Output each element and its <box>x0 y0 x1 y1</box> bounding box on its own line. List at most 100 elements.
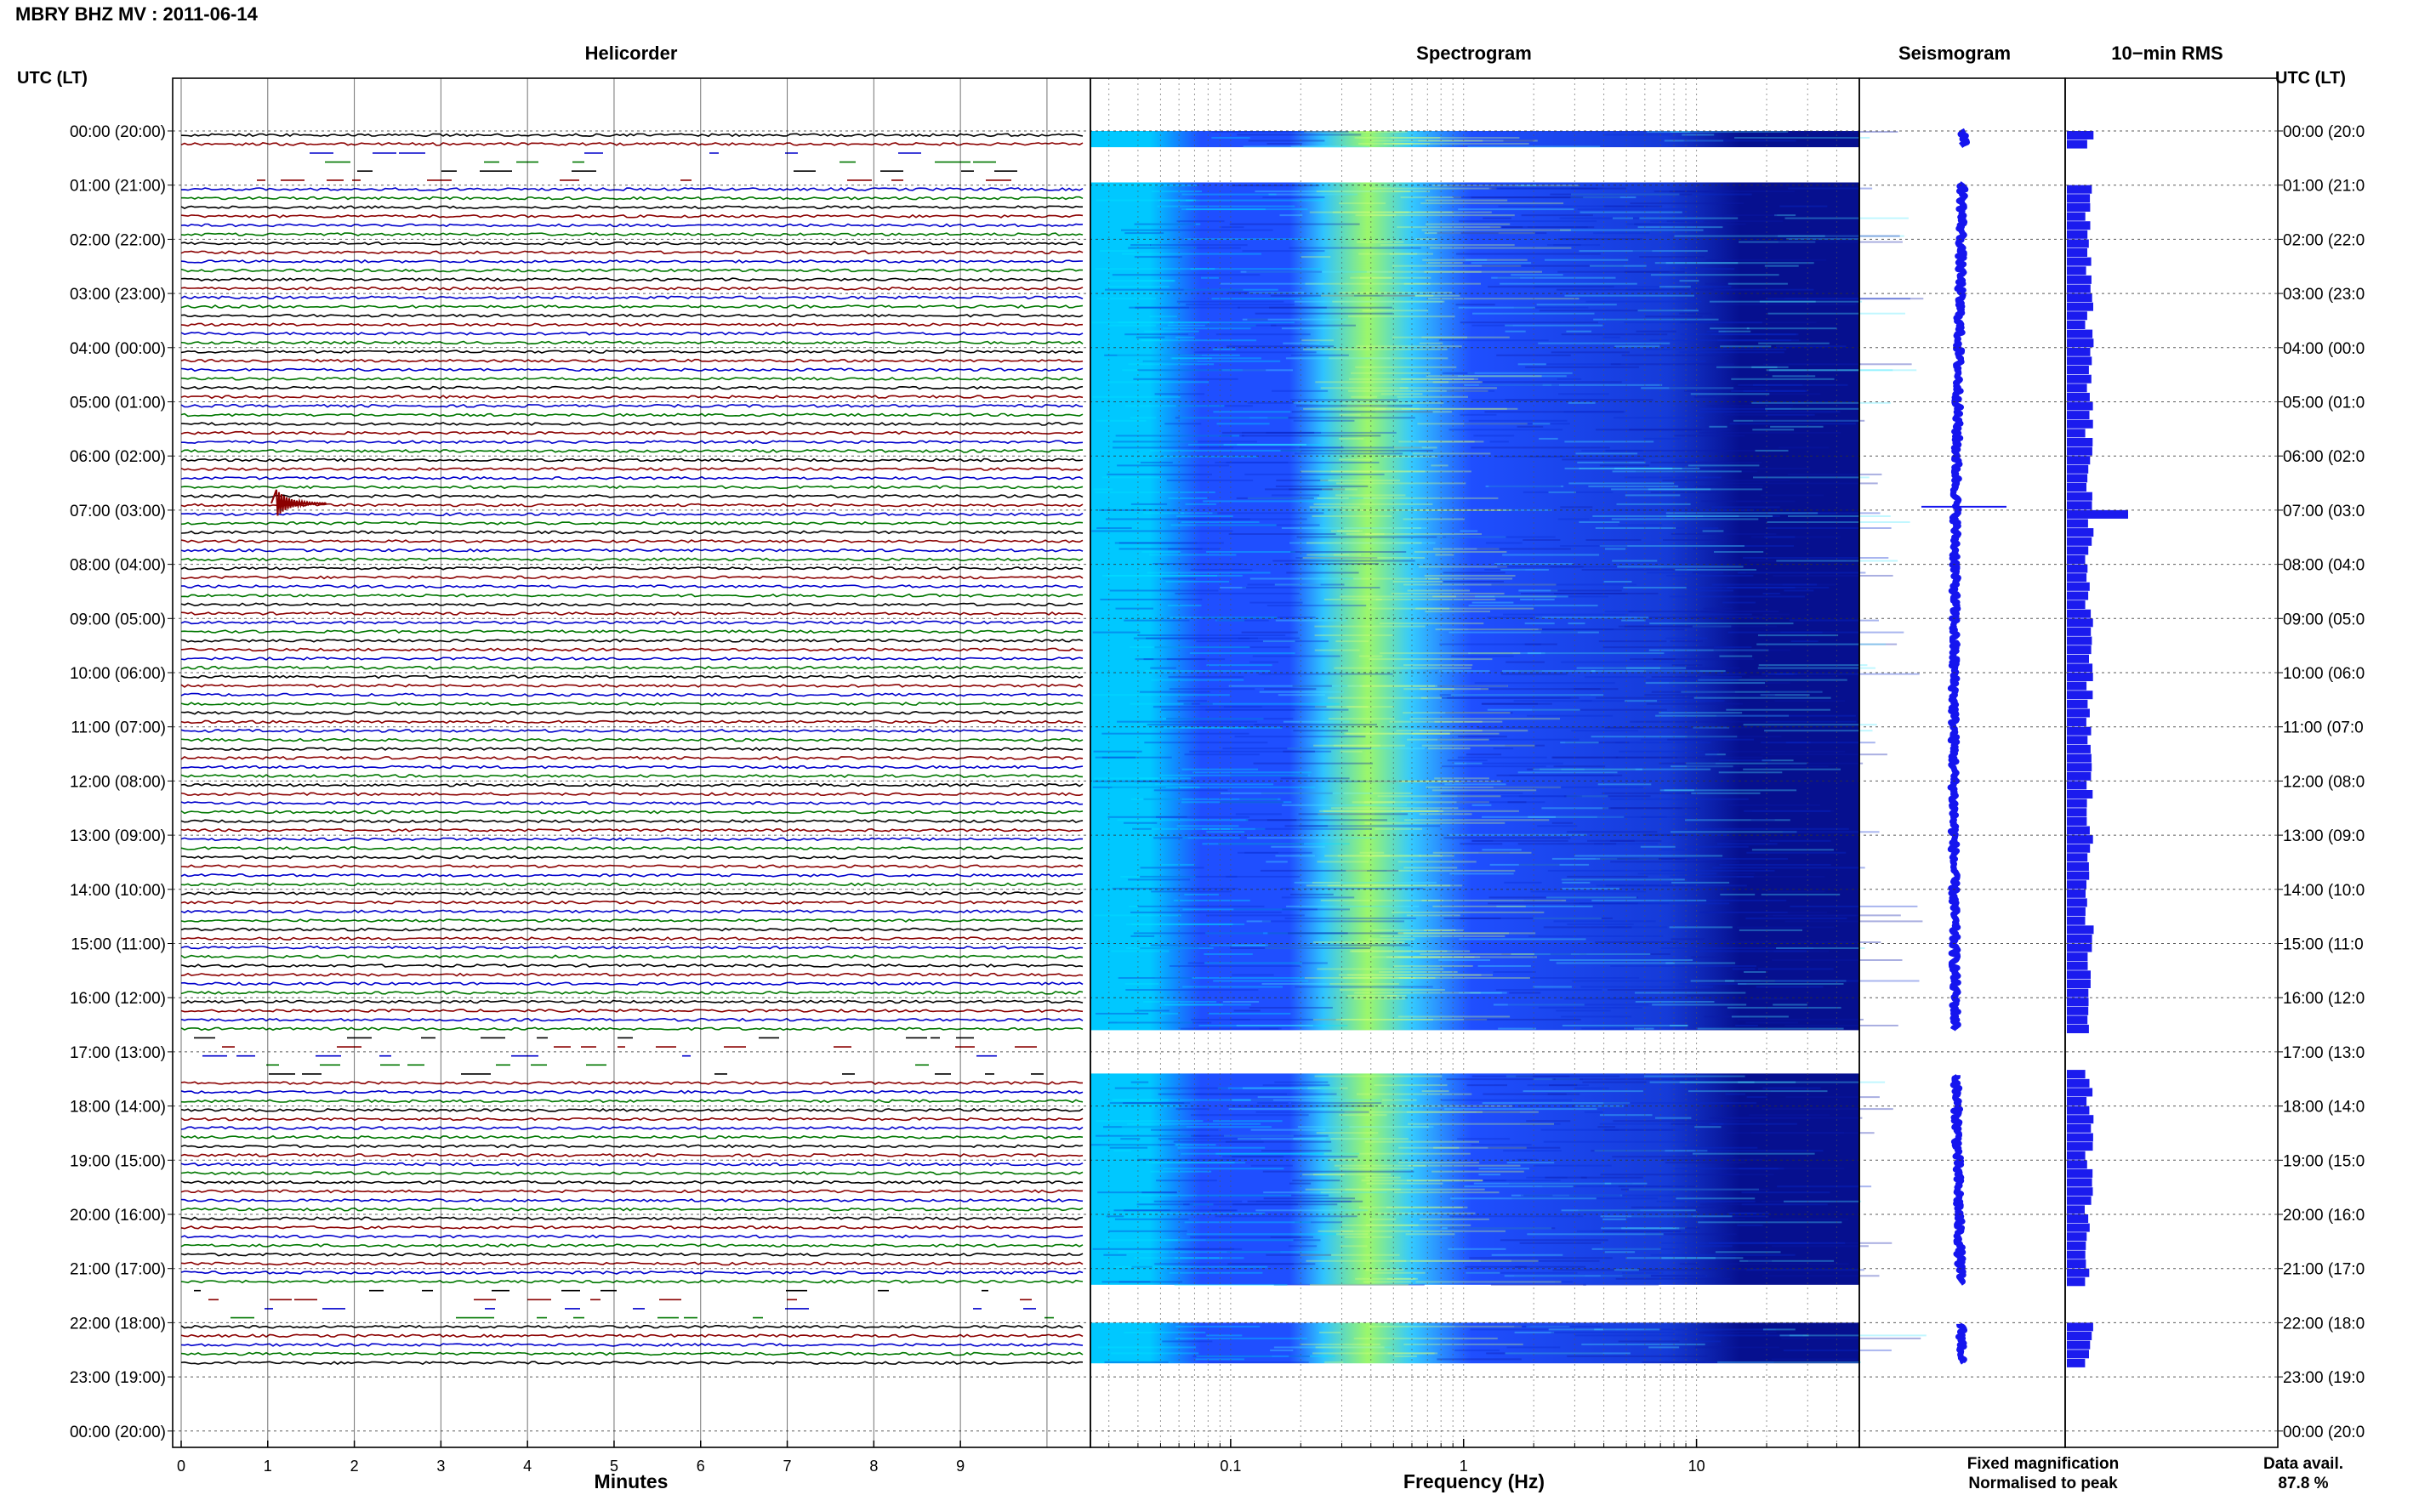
rms-bar <box>2067 771 2092 781</box>
rms-bar <box>2067 844 2091 853</box>
helicorder-trace <box>180 530 1084 535</box>
helicorder-trace <box>180 395 1084 400</box>
hour-label-right: 16:00 (12:0 <box>2283 990 2365 1008</box>
helicorder-trace <box>180 1153 1084 1157</box>
helicorder-x-tick: 6 <box>697 1458 705 1475</box>
helicorder-trace <box>180 846 1084 850</box>
rms-bar <box>2067 1358 2086 1367</box>
helicorder-trace <box>181 196 1084 201</box>
helicorder-trace <box>180 999 1084 1004</box>
rms-bar <box>2067 1142 2093 1151</box>
spectrogram-band <box>1090 182 1859 1031</box>
rms-bar <box>2067 392 2090 401</box>
helicorder-trace <box>180 1162 1084 1167</box>
rms-bar <box>2067 356 2092 366</box>
rms-bar <box>2067 835 2093 844</box>
rms-bar <box>2067 808 2087 817</box>
helicorder-trace <box>180 575 1084 580</box>
hour-label-right: 15:00 (11:0 <box>2283 936 2364 954</box>
helicorder-trace <box>180 629 1084 634</box>
helicorder-x-tick: 1 <box>264 1458 272 1475</box>
helicorder-title: Helicorder <box>585 43 678 64</box>
hour-label-left: 12:00 (08:00) <box>70 773 166 791</box>
rms-bar <box>2067 826 2090 835</box>
helicorder-trace <box>180 755 1084 760</box>
rms-bar <box>2067 1133 2093 1142</box>
hour-label-right: 02:00 (22:0 <box>2283 231 2365 249</box>
helicorder-trace <box>180 367 1084 372</box>
rms-bar <box>2067 1205 2085 1214</box>
helicorder-trace <box>180 458 1084 463</box>
helicorder-x-label: Minutes <box>595 1470 669 1492</box>
helicorder-trace <box>180 900 1084 905</box>
rms-bar <box>2067 691 2093 700</box>
helicorder-trace <box>180 520 1084 526</box>
hour-label-left: 03:00 (23:00) <box>70 286 166 304</box>
rms-bar <box>2067 1123 2092 1133</box>
rms-bar <box>2067 1340 2091 1350</box>
helicorder-trace <box>180 1243 1084 1248</box>
hour-label-right: 08:00 (04:0 <box>2283 557 2365 575</box>
rms-bar <box>2067 1250 2086 1259</box>
helicorder-trace <box>180 1324 1084 1329</box>
rms-bar <box>2067 753 2092 763</box>
helicorder-trace <box>180 1009 1084 1014</box>
rms-bar <box>2067 212 2086 221</box>
rms-title: 10−min RMS <box>2111 43 2223 64</box>
seismogram-panel <box>1921 128 2006 1365</box>
helicorder-trace <box>180 972 1084 977</box>
rms-bar <box>2067 718 2086 727</box>
helicorder-trace <box>180 683 1084 688</box>
helicorder-trace <box>180 241 1084 246</box>
helicorder-trace <box>180 882 1084 887</box>
rms-bar <box>2067 1160 2087 1169</box>
rms-bar <box>2067 763 2092 772</box>
helicorder-trace <box>180 810 1084 815</box>
hour-label-left: 15:00 (11:00) <box>71 936 166 954</box>
rms-bar <box>2067 1214 2089 1223</box>
spectrogram-title: Spectrogram <box>1416 43 1532 64</box>
helicorder-x-tick: 3 <box>436 1458 445 1475</box>
helicorder-trace <box>180 1234 1084 1239</box>
spectrogram-band <box>1090 1073 1859 1285</box>
helicorder-trace <box>180 584 1084 588</box>
rms-bar <box>2067 139 2087 149</box>
rms-bar <box>2067 961 2088 970</box>
chart-title: MBRY BHZ MV : 2011-06-14 <box>15 3 259 25</box>
rms-bar <box>2067 1088 2093 1097</box>
hour-label-left: 11:00 (07:00) <box>71 719 166 737</box>
rms-bar <box>2067 1070 2086 1079</box>
hour-label-right: 21:00 (17:0 <box>2283 1261 2365 1279</box>
rms-bar <box>2067 528 2094 537</box>
helicorder-trace <box>180 448 1084 453</box>
hour-label-right: 22:00 (18:0 <box>2283 1315 2365 1333</box>
rms-bar <box>2067 366 2089 374</box>
rms-bar <box>2067 1006 2089 1015</box>
rms-bar <box>2067 266 2086 276</box>
helicorder-trace <box>180 1333 1084 1339</box>
rms-bar <box>2067 988 2089 998</box>
spectrogram-x-tick: 0.1 <box>1220 1458 1241 1475</box>
rms-bar <box>2067 411 2090 420</box>
helicorder-trace <box>180 1017 1084 1022</box>
hour-label-right: 18:00 (14:0 <box>2283 1099 2365 1117</box>
spectrogram-x-tick: 10 <box>1688 1458 1705 1475</box>
rms-bar <box>2067 1259 2086 1269</box>
helicorder-trace <box>180 909 1084 914</box>
left-axis-label: UTC (LT) <box>17 69 88 88</box>
hour-label-right: 13:00 (09:0 <box>2283 827 2365 845</box>
helicorder-trace <box>180 1134 1084 1140</box>
rms-bar <box>2067 519 2088 528</box>
helicorder-trace <box>180 1361 1084 1366</box>
hour-label-left: 08:00 (04:00) <box>70 557 166 575</box>
hour-label-right: 01:00 (21:0 <box>2283 178 2365 196</box>
spectrogram-x-label: Frequency (Hz) <box>1403 1470 1545 1492</box>
helicorder-trace <box>180 954 1084 959</box>
helicorder-trace <box>180 657 1084 661</box>
helicorder-trace <box>180 1081 1083 1085</box>
rms-bar <box>2067 483 2086 492</box>
helicorder-trace <box>180 385 1084 390</box>
rms-bar <box>2067 880 2086 890</box>
hour-labels: 00:00 (20:00) 01:00 (21:00) 02:00 (22:00) 0… <box>70 123 2365 1441</box>
